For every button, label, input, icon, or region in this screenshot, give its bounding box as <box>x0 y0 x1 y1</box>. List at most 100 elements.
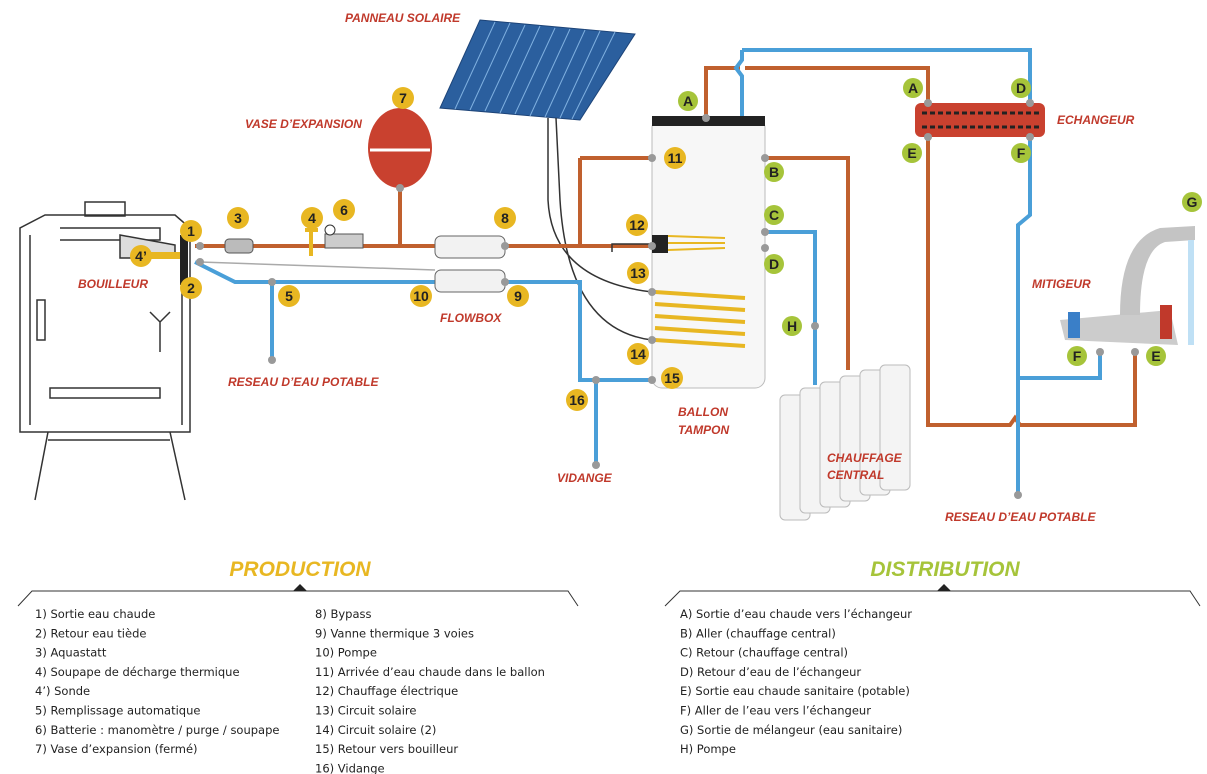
connector <box>761 244 769 252</box>
number-marker-label: 6 <box>340 202 348 218</box>
diagram-label: VASE D’EXPANSION <box>245 117 362 131</box>
distribution-item: B) Aller (chauffage central) <box>680 626 836 640</box>
number-marker-label: 16 <box>569 392 585 408</box>
diagram-label: VIDANGE <box>557 471 613 485</box>
letter-marker-label: C <box>769 207 779 223</box>
diagram-label: CHAUFFAGE <box>827 451 903 465</box>
connector <box>648 242 656 250</box>
letter-marker-label: B <box>769 164 779 180</box>
stove <box>20 202 190 500</box>
distribution-item: A) Sortie d’eau chaude vers l’échangeur <box>680 607 912 621</box>
diagram-label: CENTRAL <box>827 468 884 482</box>
number-marker-label: 12 <box>629 217 645 233</box>
production-item: 15) Retour vers bouilleur <box>315 742 458 756</box>
letter-marker-label: F <box>1017 145 1026 161</box>
letter-marker-label: A <box>683 93 693 109</box>
relief-valve <box>305 230 318 256</box>
connector <box>268 356 276 364</box>
production-item: 13) Circuit solaire <box>315 704 416 718</box>
production-item: 3) Aquastatt <box>35 646 107 660</box>
production-item: 5) Remplissage automatique <box>35 704 200 718</box>
production-item: 6) Batterie : manomètre / purge / soupap… <box>35 723 279 737</box>
diagram-label: BOUILLEUR <box>78 277 148 291</box>
number-marker-label: 10 <box>413 288 429 304</box>
manometer <box>325 225 335 235</box>
number-marker-label: 4 <box>308 210 316 226</box>
production-item: 1) Sortie eau chaude <box>35 607 155 621</box>
diagram-label: RESEAU D’EAU POTABLE <box>228 375 379 389</box>
number-marker-label: 15 <box>664 370 680 386</box>
distribution-item: D) Retour d’eau de l’échangeur <box>680 665 861 679</box>
production-item: 16) Vidange <box>315 761 385 774</box>
production-item: 4’) Sonde <box>35 684 90 698</box>
legend-lists: 1) Sortie eau chaude 2) Retour eau tiède 3… <box>35 607 912 774</box>
connector <box>648 154 656 162</box>
solar-panel <box>440 20 635 120</box>
connector <box>924 99 932 107</box>
connector <box>196 242 204 250</box>
connector <box>761 228 769 236</box>
connector <box>1014 491 1022 499</box>
diagram-labels: PANNEAU SOLAIRE VASE D’EXPANSION BOUILLEUR… <box>78 11 1135 524</box>
pump-box <box>435 270 505 292</box>
letter-marker-label: G <box>1187 194 1198 210</box>
diagram-label: PANNEAU SOLAIRE <box>345 11 461 25</box>
number-marker-label: 1 <box>187 223 195 239</box>
section-title: DISTRIBUTION <box>870 558 1020 581</box>
diagram-label: RESEAU D’EAU POTABLE <box>945 510 1096 524</box>
diagram-label: ECHANGEUR <box>1057 113 1135 127</box>
distribution-item: E) Sortie eau chaude sanitaire (potable) <box>680 684 910 698</box>
number-marker-label: 9 <box>514 288 522 304</box>
connector <box>924 133 932 141</box>
letter-marker-label: A <box>908 80 918 96</box>
sonde <box>148 252 182 259</box>
number-marker-label: 11 <box>668 150 683 166</box>
connector <box>702 114 710 122</box>
letter-marker-label: E <box>1151 348 1160 364</box>
distribution-item: C) Retour (chauffage central) <box>680 646 848 660</box>
battery <box>325 234 363 248</box>
connector <box>761 154 769 162</box>
letter-marker-label: D <box>769 256 779 272</box>
connector <box>811 322 819 330</box>
exchanger <box>915 103 1045 137</box>
number-marker-label: 5 <box>285 288 293 304</box>
connector <box>501 242 509 250</box>
aquastat <box>225 239 253 253</box>
expansion-vessel <box>368 108 432 188</box>
connector <box>648 336 656 344</box>
number-marker-label: 14 <box>630 346 646 362</box>
connector <box>1096 348 1104 356</box>
radiator <box>780 365 910 520</box>
connector <box>196 258 204 266</box>
production-item: 9) Vanne thermique 3 voies <box>315 626 474 640</box>
bypass <box>200 262 435 270</box>
number-marker-label: 7 <box>399 90 407 106</box>
production-item: 2) Retour eau tiède <box>35 626 146 640</box>
connector <box>1026 133 1034 141</box>
connector <box>592 461 600 469</box>
production-item: 14) Circuit solaire (2) <box>315 723 436 737</box>
connector <box>396 184 404 192</box>
letter-marker-label: H <box>787 318 797 334</box>
connector <box>501 278 509 286</box>
production-item: 11) Arrivée d’eau chaude dans le ballon <box>315 665 545 679</box>
number-marker-label: 13 <box>630 265 646 281</box>
production-item: 8) Bypass <box>315 607 371 621</box>
diagram-label: BALLON <box>678 405 728 419</box>
distribution-item: H) Pompe <box>680 742 736 756</box>
production-item: 10) Pompe <box>315 646 377 660</box>
distribution-item: G) Sortie de mélangeur (eau sanitaire) <box>680 723 902 737</box>
diagram-label: FLOWBOX <box>440 311 502 325</box>
number-marker-label: 2 <box>187 280 195 296</box>
connector <box>1026 99 1034 107</box>
number-marker-label: 4’ <box>135 248 147 264</box>
letter-marker-label: F <box>1073 348 1082 364</box>
connector <box>648 376 656 384</box>
number-marker-label: 3 <box>234 210 242 226</box>
stove-outlets <box>180 235 188 285</box>
diagram: PANNEAU SOLAIRE VASE D’EXPANSION BOUILLEUR… <box>0 0 1207 774</box>
number-marker-label: 8 <box>501 210 509 226</box>
connector <box>1131 348 1139 356</box>
connector <box>592 376 600 384</box>
